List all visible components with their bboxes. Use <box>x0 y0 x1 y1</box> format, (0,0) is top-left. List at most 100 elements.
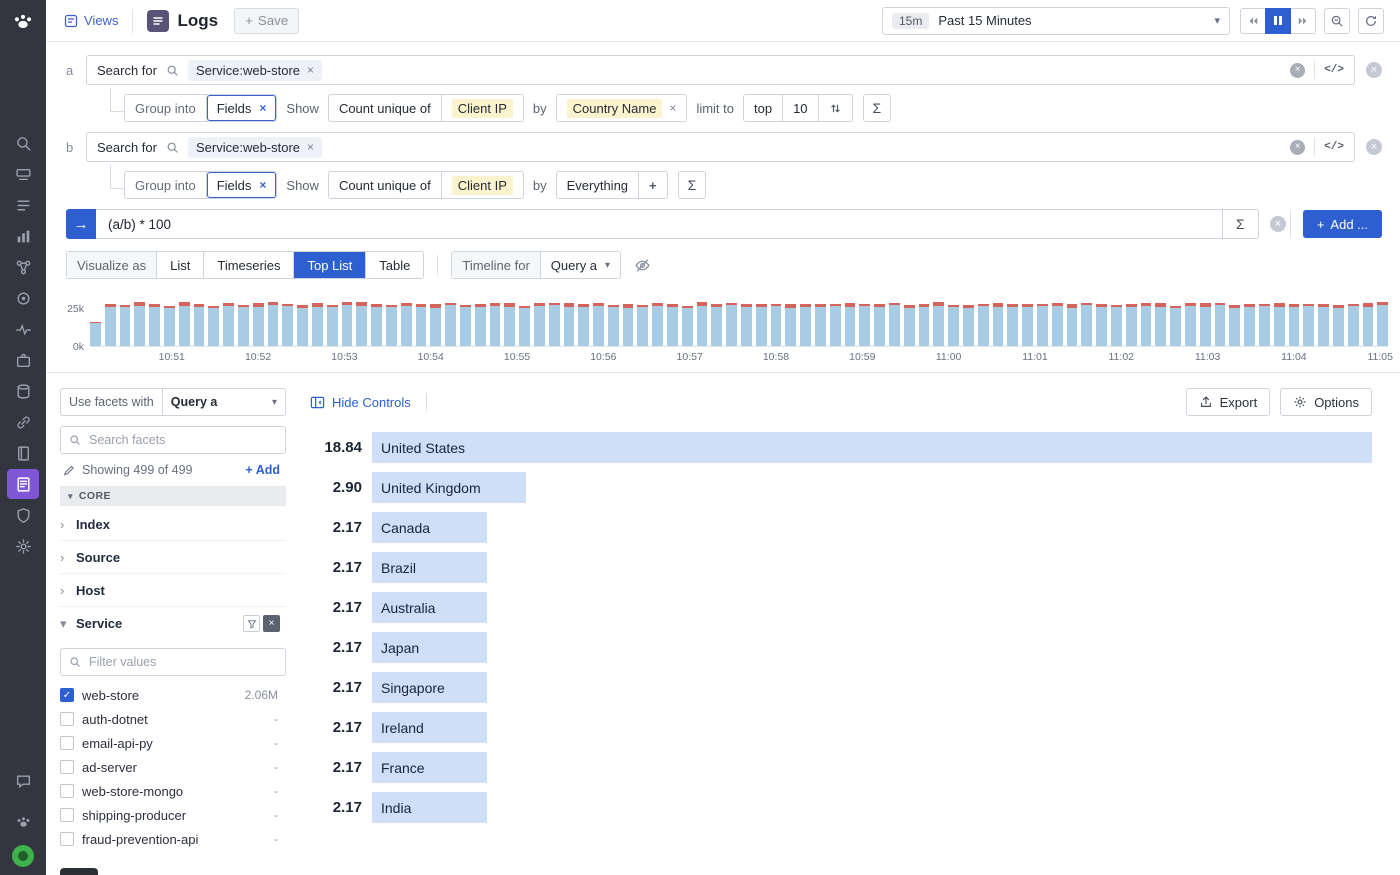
remove-query-button[interactable]: × <box>1366 139 1382 155</box>
filter-funnel-icon[interactable] <box>243 615 260 632</box>
remove-query-button[interactable]: × <box>1366 62 1382 78</box>
viz-option-list[interactable]: List <box>157 252 205 278</box>
filter-token[interactable]: Service:web-store × <box>187 59 323 81</box>
timeline-bar[interactable] <box>889 303 900 346</box>
facet-value-web-store[interactable]: ✓ web-store 2.06M <box>60 683 286 707</box>
timeline-bar[interactable] <box>193 304 205 346</box>
timeline-bar[interactable] <box>977 304 989 346</box>
metrics-icon[interactable] <box>7 221 39 251</box>
timeline-bar[interactable] <box>637 305 649 346</box>
timeline-bar[interactable] <box>282 304 294 346</box>
toplist-bar-japan[interactable]: Japan <box>372 632 488 663</box>
sort-order-icon[interactable] <box>819 95 852 121</box>
timeline-bar[interactable] <box>119 305 131 346</box>
checkbox-icon[interactable] <box>60 808 74 822</box>
facet-value-fraud-prevention-api[interactable]: fraud-prevention-api - <box>60 827 286 851</box>
notebooks-icon[interactable] <box>7 438 39 468</box>
timeline-bar[interactable] <box>459 305 471 346</box>
measure-value[interactable]: Client IP <box>442 95 523 121</box>
toplist-bar-brazil[interactable]: Brazil <box>372 552 488 583</box>
timeline-bar[interactable] <box>415 304 427 346</box>
timeline-bar[interactable] <box>1037 304 1048 346</box>
timeline-bar[interactable] <box>548 303 560 346</box>
by-value[interactable]: Everything <box>557 172 640 198</box>
timeline-bar[interactable] <box>1022 304 1033 346</box>
timeline-bar[interactable] <box>1318 304 1329 346</box>
watchdog-icon[interactable] <box>7 314 39 344</box>
timeline-bar[interactable] <box>593 303 604 346</box>
add-facet-button[interactable]: + Add <box>245 463 280 477</box>
timeline-bar[interactable] <box>667 304 678 346</box>
facet-section-core[interactable]: ▾ CORE <box>60 486 286 506</box>
aggregate-button-a[interactable]: Σ <box>862 94 892 122</box>
checkbox-icon[interactable] <box>60 784 74 798</box>
search-facets-input[interactable] <box>87 432 277 448</box>
timeline-bar[interactable] <box>1140 303 1152 346</box>
timeline-bar[interactable] <box>1347 304 1359 346</box>
add-by-icon[interactable]: + <box>649 177 657 193</box>
datadog-paw-icon[interactable] <box>7 806 39 836</box>
timeline-bar[interactable] <box>430 304 442 346</box>
measure-value[interactable]: Client IP <box>442 172 523 198</box>
timeline-bar[interactable] <box>371 304 382 346</box>
facet-value-auth-dotnet[interactable]: auth-dotnet - <box>60 707 286 731</box>
timeline-bar[interactable] <box>1125 304 1137 346</box>
events-icon[interactable] <box>7 190 39 220</box>
pencil-icon[interactable] <box>62 464 75 477</box>
timeline-bar[interactable] <box>519 306 530 346</box>
viz-option-table[interactable]: Table <box>379 257 411 273</box>
timeline-bar[interactable] <box>311 303 323 346</box>
timeline-bar[interactable] <box>622 304 634 346</box>
timeline-bar[interactable] <box>1244 304 1255 346</box>
checkbox-icon[interactable] <box>60 712 74 726</box>
checkbox-icon[interactable] <box>60 736 74 750</box>
timeline-bar[interactable] <box>252 303 264 346</box>
timeline-bar[interactable] <box>326 305 338 346</box>
timeline-bar[interactable] <box>341 302 353 346</box>
by-value[interactable]: Country Name × <box>557 95 687 121</box>
pipelines-icon[interactable] <box>7 407 39 437</box>
timeline-bar[interactable] <box>992 303 1004 346</box>
timeline-bar[interactable] <box>1081 303 1093 346</box>
timeline-bar[interactable] <box>681 306 693 346</box>
timeline-bar[interactable] <box>1051 303 1063 346</box>
timeline-bar[interactable] <box>297 305 308 346</box>
remove-formula-button[interactable]: × <box>1269 216 1286 232</box>
timeline-bar[interactable] <box>933 302 945 346</box>
timeline-bar[interactable] <box>149 304 160 346</box>
toplist-bar-ireland[interactable]: Ireland <box>372 712 488 743</box>
timeline-bar[interactable] <box>1258 304 1270 346</box>
checkbox-checked-icon[interactable]: ✓ <box>60 688 74 702</box>
viz-option-timeseries[interactable]: Timeseries <box>204 252 295 278</box>
help-chat-icon[interactable] <box>7 766 39 796</box>
time-range-selector[interactable]: 15m Past 15 Minutes ▾ <box>882 6 1230 35</box>
timeline-bar[interactable] <box>829 304 841 346</box>
sigma-icon[interactable]: Σ <box>1221 210 1258 238</box>
hide-controls-button[interactable]: Hide Controls <box>310 395 411 410</box>
timeline-bar[interactable] <box>1303 304 1315 346</box>
checkbox-icon[interactable] <box>60 760 74 774</box>
timeline-bar[interactable] <box>489 303 501 346</box>
facet-group-service[interactable]: ▾ Service × <box>60 607 286 640</box>
facet-group-index[interactable]: › Index <box>60 508 286 541</box>
filter-values-input[interactable] <box>87 654 277 670</box>
timeline-query-select[interactable]: Query a ▾ <box>550 257 611 273</box>
toplist-bar-united-states[interactable]: United States <box>372 432 1372 463</box>
timeline-bar[interactable] <box>874 304 886 346</box>
clear-filter-icon[interactable]: × <box>263 615 280 632</box>
timeline-bar[interactable] <box>385 305 397 346</box>
timeline-bar[interactable] <box>607 305 619 346</box>
timeline-bar[interactable] <box>1096 304 1107 346</box>
refresh-button[interactable] <box>1358 7 1384 34</box>
remove-token-icon[interactable]: × <box>307 63 315 77</box>
timeline-bar[interactable] <box>859 304 871 346</box>
timeline-bar[interactable] <box>1377 302 1389 346</box>
save-button[interactable]: + Save <box>234 7 300 34</box>
query-search-box-b[interactable]: Search for Service:web-store × × </> <box>86 132 1355 162</box>
formula-input[interactable]: (a/b) * 100 Σ <box>96 209 1259 239</box>
timeline-bar[interactable] <box>1229 305 1241 346</box>
timeline-bar[interactable] <box>223 303 234 346</box>
timeline-bar[interactable] <box>741 304 752 346</box>
timeline-bar[interactable] <box>918 304 930 346</box>
toplist-bar-france[interactable]: France <box>372 752 488 783</box>
